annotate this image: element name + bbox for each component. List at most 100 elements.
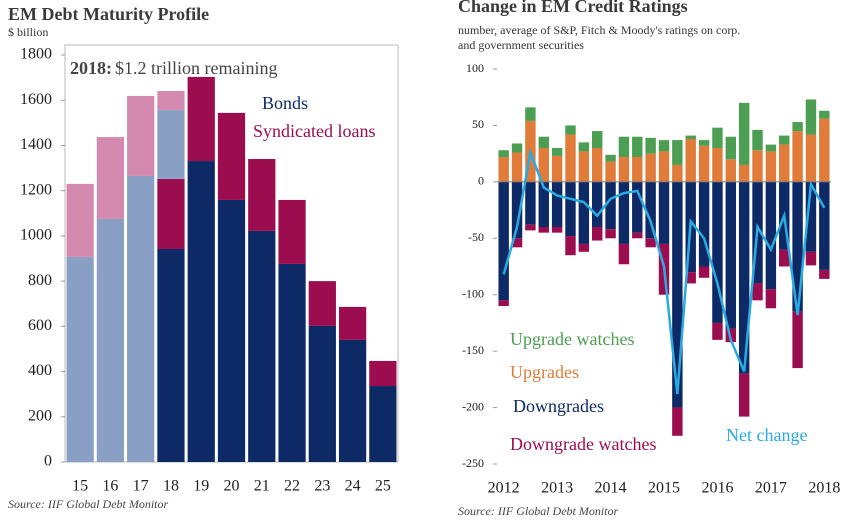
x-tick-label: 18 bbox=[163, 478, 179, 495]
bar bbox=[738, 373, 750, 417]
x-tick-label: 25 bbox=[375, 478, 391, 495]
bar bbox=[525, 107, 536, 121]
x-tick-label: 24 bbox=[345, 478, 361, 495]
x-tick-label: 20 bbox=[224, 478, 240, 495]
y-tick-label: 0 bbox=[478, 174, 484, 188]
bar bbox=[805, 99, 817, 135]
bar bbox=[511, 181, 523, 239]
bar bbox=[605, 181, 616, 230]
bar bbox=[248, 159, 276, 231]
bar bbox=[819, 110, 830, 119]
x-tick-label: 2018 bbox=[808, 480, 840, 497]
bar bbox=[605, 161, 616, 182]
bar bbox=[511, 143, 523, 153]
bar bbox=[725, 159, 737, 182]
bar bbox=[792, 131, 803, 182]
bar bbox=[369, 360, 397, 387]
bar bbox=[672, 181, 683, 408]
bar bbox=[66, 256, 94, 462]
x-tick-label: 2013 bbox=[541, 480, 573, 497]
y-axis-label: $ billion bbox=[8, 25, 48, 39]
bar bbox=[712, 127, 723, 148]
bar bbox=[551, 227, 563, 233]
bar bbox=[658, 181, 670, 244]
bar bbox=[658, 140, 670, 152]
bar bbox=[538, 136, 549, 148]
x-tick-label: 16 bbox=[102, 478, 118, 495]
y-tick-label: 1600 bbox=[20, 91, 52, 108]
bar bbox=[157, 90, 185, 110]
bar bbox=[578, 243, 590, 252]
bar bbox=[792, 311, 803, 369]
y-tick-label: 1400 bbox=[20, 136, 52, 153]
x-tick-label: 2016 bbox=[701, 480, 733, 497]
bar bbox=[551, 148, 563, 156]
annotation-bold: 2018: bbox=[70, 58, 112, 78]
bar bbox=[278, 199, 306, 264]
bar bbox=[685, 138, 696, 182]
bar bbox=[645, 238, 656, 248]
bar bbox=[645, 153, 656, 182]
line bbox=[502, 147, 826, 395]
legend-label: Downgrades bbox=[513, 396, 604, 416]
bar bbox=[525, 224, 536, 231]
bar bbox=[698, 181, 710, 267]
bar bbox=[565, 134, 576, 182]
bar bbox=[187, 161, 215, 462]
y-tick-label: 1200 bbox=[20, 181, 52, 198]
y-tick-label: 600 bbox=[28, 317, 52, 334]
bar bbox=[217, 199, 246, 462]
bar bbox=[551, 181, 563, 227]
bar bbox=[632, 232, 643, 239]
legend-label: Net change bbox=[726, 425, 807, 445]
bar bbox=[618, 243, 630, 265]
bar bbox=[765, 289, 777, 309]
bar bbox=[645, 181, 656, 239]
bar bbox=[752, 283, 763, 301]
source: Source: IIF Global Debt Monitor bbox=[8, 497, 169, 511]
y-tick-label: -100 bbox=[462, 286, 484, 300]
bar bbox=[551, 155, 563, 182]
bar bbox=[712, 148, 723, 182]
x-tick-label: 21 bbox=[254, 478, 270, 495]
bar bbox=[618, 157, 630, 182]
bar bbox=[338, 306, 367, 340]
bar bbox=[645, 137, 656, 154]
bar bbox=[157, 109, 185, 179]
bar bbox=[752, 150, 763, 182]
bar bbox=[248, 230, 276, 462]
chart-title: EM Debt Maturity Profile bbox=[8, 4, 209, 24]
bar bbox=[819, 118, 830, 182]
source: Source: IIF Global Debt Monitor bbox=[458, 504, 619, 518]
bar bbox=[157, 249, 185, 462]
y-tick-label: 50 bbox=[472, 117, 484, 131]
y-tick-label: -50 bbox=[468, 230, 484, 244]
legend-label: Downgrade watches bbox=[510, 434, 656, 454]
legend-label: Syndicated loans bbox=[253, 121, 375, 141]
bar bbox=[127, 95, 155, 176]
bar bbox=[96, 218, 125, 462]
bar bbox=[725, 181, 737, 329]
legend-label: Upgrades bbox=[510, 362, 579, 382]
bar bbox=[511, 238, 523, 248]
y-tick-label: 400 bbox=[28, 362, 52, 379]
bar bbox=[698, 266, 710, 278]
y-tick-label: -150 bbox=[462, 343, 484, 357]
bar bbox=[685, 272, 696, 284]
bar bbox=[698, 145, 710, 182]
bar bbox=[712, 322, 723, 340]
bar bbox=[765, 181, 777, 290]
bar bbox=[217, 112, 246, 200]
bar bbox=[779, 144, 790, 182]
bar bbox=[511, 152, 523, 182]
y-tick-label: 200 bbox=[28, 407, 52, 424]
x-tick-label: 2014 bbox=[595, 480, 627, 497]
legend-label: Upgrade watches bbox=[510, 329, 634, 349]
bar bbox=[738, 181, 750, 374]
bar bbox=[578, 181, 590, 244]
bar bbox=[66, 183, 94, 257]
bar bbox=[738, 102, 750, 165]
y-tick-label: 0 bbox=[44, 453, 52, 470]
bar bbox=[738, 164, 750, 182]
bar bbox=[591, 131, 603, 148]
